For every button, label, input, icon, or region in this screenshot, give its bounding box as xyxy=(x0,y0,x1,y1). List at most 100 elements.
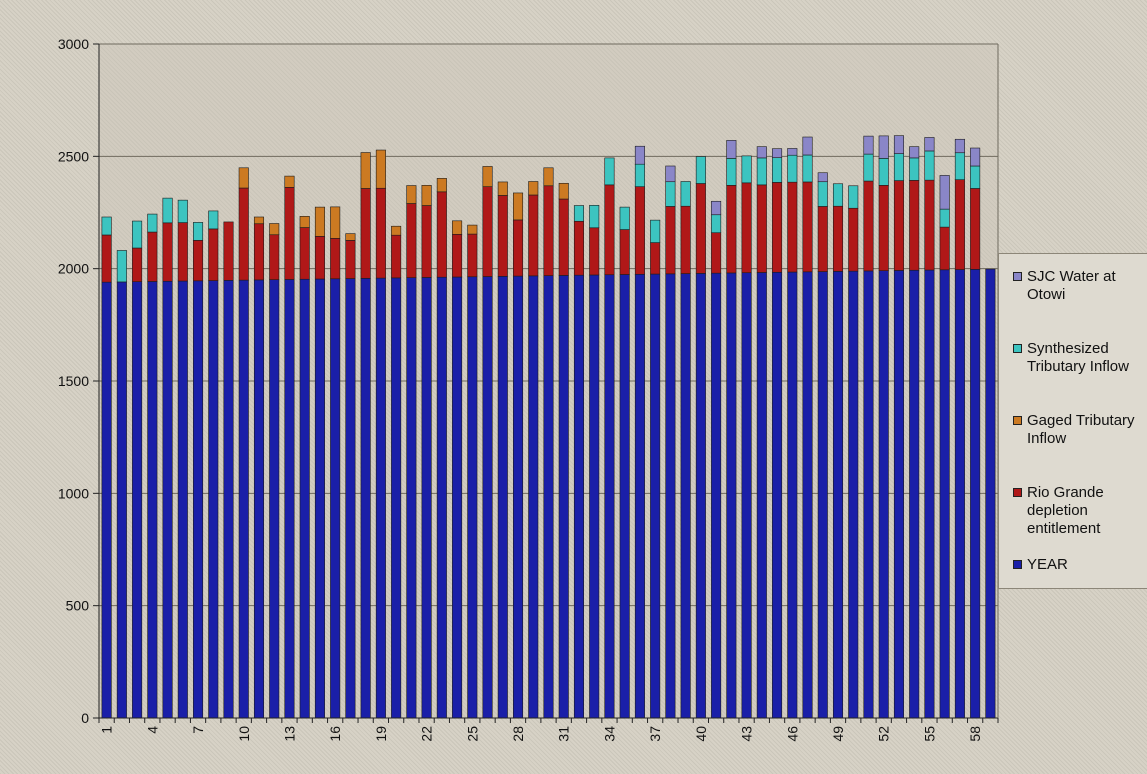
bar-segment xyxy=(711,272,722,719)
bar-segment xyxy=(817,271,828,719)
bar-segment xyxy=(665,206,676,275)
bar-segment xyxy=(604,274,615,719)
bar-segment xyxy=(680,205,691,274)
bar-segment xyxy=(330,278,341,719)
bar-segment xyxy=(817,172,828,183)
bar-segment xyxy=(177,280,188,719)
bar-segment xyxy=(452,220,463,235)
bar-segment xyxy=(589,205,600,229)
bar-segment xyxy=(345,233,356,241)
x-tick-label: 52 xyxy=(876,726,892,742)
bar-segment xyxy=(360,188,371,279)
bar-segment xyxy=(558,198,569,276)
bar-segment xyxy=(863,153,874,182)
bar-segment xyxy=(147,213,158,233)
bar-segment xyxy=(772,157,783,183)
bar-segment xyxy=(604,184,615,276)
bar-segment xyxy=(452,233,463,278)
x-tick-label: 25 xyxy=(464,726,480,742)
bar-segment xyxy=(802,154,813,183)
bar-segment xyxy=(193,240,204,282)
bar-segment xyxy=(802,136,813,156)
x-tick-label: 34 xyxy=(601,726,617,742)
bar-segment xyxy=(101,234,112,283)
bar-segment xyxy=(589,227,600,276)
bar-segment xyxy=(985,268,996,719)
x-tick-label: 4 xyxy=(144,726,160,734)
bar-segment xyxy=(269,279,280,719)
bar-segment xyxy=(924,150,935,181)
bar-segment xyxy=(893,135,904,154)
bar-segment xyxy=(665,273,676,719)
bar-segment xyxy=(345,240,356,279)
legend-swatch-gaged xyxy=(1013,416,1022,425)
bar-segment xyxy=(893,153,904,181)
bar-segment xyxy=(604,157,615,186)
bar-segment xyxy=(878,185,889,271)
bar-segment xyxy=(375,187,386,279)
bar-segment xyxy=(619,274,630,719)
x-tick-label: 28 xyxy=(510,726,526,742)
bar-segment xyxy=(741,272,752,719)
bar-segment xyxy=(939,175,950,210)
bar-segment xyxy=(832,183,844,207)
bar-segment xyxy=(924,269,935,719)
bar-segment xyxy=(314,278,325,719)
bar-segment xyxy=(436,178,447,193)
bar-segment xyxy=(893,180,904,271)
bar-segment xyxy=(513,219,524,277)
bar-segment xyxy=(391,277,402,719)
bar-segment xyxy=(756,157,767,186)
x-tick-label: 55 xyxy=(921,726,937,742)
bar-segment xyxy=(452,276,463,719)
bar-segment xyxy=(162,197,173,224)
legend-swatch-sjc-water xyxy=(1013,272,1022,281)
bar-segment xyxy=(391,225,402,236)
x-tick-label: 43 xyxy=(739,726,755,742)
x-tick-label: 31 xyxy=(556,726,572,742)
bar-segment xyxy=(680,273,691,719)
bar-segment xyxy=(421,185,432,206)
bar-segment xyxy=(299,216,310,228)
bar-segment xyxy=(284,187,295,280)
bar-segment xyxy=(680,181,691,207)
bar-segment xyxy=(101,281,112,719)
x-tick-label: 10 xyxy=(236,726,252,742)
bar-segment xyxy=(330,238,341,280)
bar-segment xyxy=(909,269,920,719)
x-tick-label: 19 xyxy=(373,726,389,742)
bar-segment xyxy=(924,137,935,152)
bar-segment xyxy=(665,181,676,207)
bar-segment xyxy=(497,181,508,196)
bar-segment xyxy=(238,279,249,719)
bar-segment xyxy=(558,182,569,200)
bar-segment xyxy=(893,270,904,719)
bar-segment xyxy=(802,181,813,273)
bar-segment xyxy=(878,135,889,159)
bar-segment xyxy=(467,224,478,235)
legend: SJC Water at Otowi Synthesized Tributary… xyxy=(998,253,1147,589)
bar-segment xyxy=(726,140,737,159)
bar-segment xyxy=(772,182,783,273)
bar-segment xyxy=(954,179,965,270)
legend-label-sjc-water: SJC Water at Otowi xyxy=(1027,268,1116,303)
bar-segment xyxy=(406,203,417,278)
bar-segment xyxy=(208,228,219,281)
bar-segment xyxy=(421,277,432,719)
bar-segment xyxy=(802,271,813,719)
bar-segment xyxy=(436,191,447,278)
bar-segment xyxy=(375,149,386,189)
bar-segment xyxy=(375,277,386,719)
legend-label-year: YEAR xyxy=(1027,556,1068,573)
x-tick-label: 49 xyxy=(830,726,846,742)
x-tick-label: 13 xyxy=(281,726,297,742)
y-tick-label: 500 xyxy=(66,598,90,614)
bar-segment xyxy=(909,157,920,181)
y-tick-label: 1000 xyxy=(58,485,89,501)
bar-segment xyxy=(116,281,127,719)
bar-segment xyxy=(558,275,569,719)
y-tick-label: 3000 xyxy=(58,36,89,52)
y-tick-label: 2500 xyxy=(58,148,89,164)
bar-segment xyxy=(314,236,325,280)
